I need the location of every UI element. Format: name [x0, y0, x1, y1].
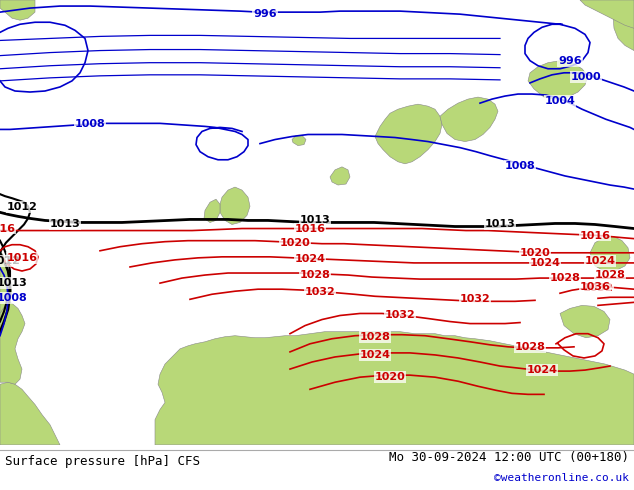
Text: 1013: 1013 — [484, 220, 515, 229]
Text: 1024: 1024 — [529, 258, 560, 268]
Polygon shape — [375, 104, 442, 164]
Text: 1024: 1024 — [295, 254, 325, 264]
Text: 1024: 1024 — [526, 365, 557, 375]
Polygon shape — [528, 61, 588, 99]
Text: 1000: 1000 — [571, 72, 601, 82]
Text: 1020: 1020 — [375, 372, 405, 382]
Text: 1020: 1020 — [520, 248, 550, 258]
Polygon shape — [0, 0, 35, 20]
Text: 1004: 1004 — [545, 96, 576, 106]
Polygon shape — [155, 332, 634, 445]
Text: 996: 996 — [253, 9, 277, 19]
Text: 1032: 1032 — [583, 283, 613, 293]
Text: 1024: 1024 — [585, 256, 616, 266]
Polygon shape — [220, 187, 250, 224]
Text: 1028: 1028 — [595, 270, 625, 280]
Polygon shape — [580, 0, 634, 28]
Text: 1028: 1028 — [299, 270, 330, 280]
Text: ©weatheronline.co.uk: ©weatheronline.co.uk — [494, 473, 629, 483]
Polygon shape — [204, 199, 220, 222]
Text: 1028: 1028 — [359, 332, 391, 342]
Text: 1008: 1008 — [0, 294, 27, 303]
Text: 1036: 1036 — [579, 282, 611, 292]
Polygon shape — [613, 0, 634, 50]
Text: Surface pressure [hPa] CFS: Surface pressure [hPa] CFS — [5, 455, 200, 468]
Polygon shape — [440, 97, 498, 142]
Polygon shape — [0, 382, 60, 445]
Polygon shape — [330, 167, 350, 185]
Text: 1012: 1012 — [6, 202, 37, 212]
Polygon shape — [0, 251, 12, 314]
Text: 1016: 1016 — [579, 231, 611, 241]
Text: 1012: 1012 — [0, 256, 20, 266]
Text: 1028: 1028 — [550, 273, 581, 283]
Polygon shape — [292, 136, 306, 146]
Polygon shape — [560, 305, 610, 338]
Text: 1013: 1013 — [0, 278, 27, 288]
Text: 1008: 1008 — [505, 161, 535, 171]
Text: 1016: 1016 — [295, 223, 325, 234]
Text: 1013: 1013 — [300, 216, 330, 225]
Text: 1020: 1020 — [280, 238, 311, 247]
Text: 1008: 1008 — [75, 120, 105, 129]
Polygon shape — [0, 301, 25, 384]
Text: 1016: 1016 — [6, 253, 37, 263]
Text: 996: 996 — [558, 56, 582, 66]
Text: 1032: 1032 — [460, 294, 490, 304]
Text: Mo 30-09-2024 12:00 UTC (00+180): Mo 30-09-2024 12:00 UTC (00+180) — [389, 451, 629, 465]
Text: 1028: 1028 — [515, 342, 545, 352]
Polygon shape — [590, 237, 630, 271]
Text: 1024: 1024 — [359, 350, 391, 360]
Text: 1032: 1032 — [304, 287, 335, 297]
Text: 1013: 1013 — [49, 220, 81, 229]
Text: 1016: 1016 — [0, 223, 15, 234]
Text: 1032: 1032 — [385, 311, 415, 320]
